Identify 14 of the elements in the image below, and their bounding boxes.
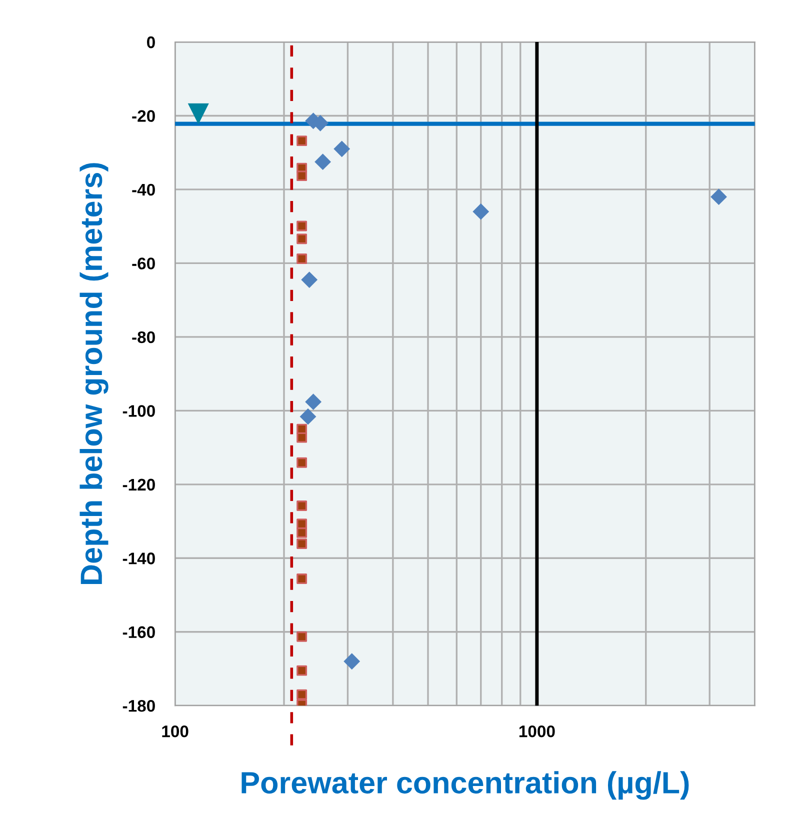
x-tick-label: 100 [162,725,188,738]
y-axis-title: Depth below ground (meters) [80,163,108,584]
y-tick-label: -180 [122,700,155,712]
y-tick-label: -160 [122,626,155,638]
y-tick-label: -140 [122,552,155,564]
y-tick-label: -120 [122,478,155,491]
y-tick-label: -80 [132,331,155,344]
x-axis-title: Porewater concentration (µg/L) [242,771,689,800]
y-tick-label: 0 [147,36,155,48]
y-tick-label: -100 [122,405,155,417]
y-tick-label: -60 [132,258,155,270]
x-tick-label: 1000 [519,725,555,738]
y-tick-label: -40 [132,184,155,196]
y-tick-label: -20 [132,110,155,122]
